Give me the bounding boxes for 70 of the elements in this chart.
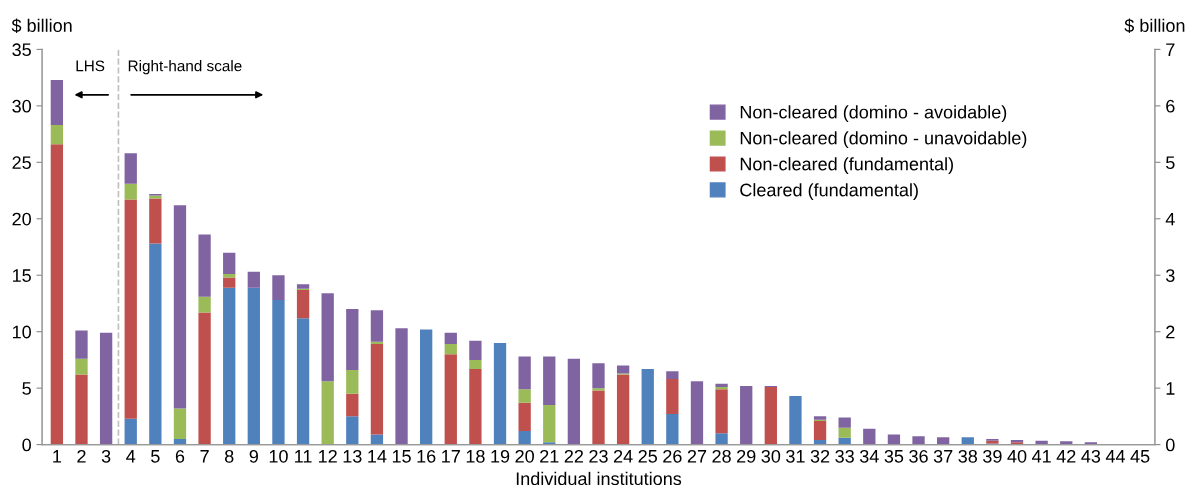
x-tick-label: 30: [761, 449, 781, 463]
x-tick-label: 4: [126, 450, 136, 463]
x-tick-label: 29: [737, 449, 756, 463]
y-tick-label: 20: [12, 212, 31, 226]
y-tick-label: 25: [12, 156, 31, 170]
y2-tick-label: 7: [1166, 43, 1175, 56]
legend-label: Non-cleared (domino - unavoidable): [740, 131, 1027, 149]
x-tick-label: 41: [1032, 450, 1051, 463]
x-tick-label: 5: [151, 450, 160, 463]
y2-tick-label: 0: [1166, 438, 1175, 452]
x-tick-label: 27: [687, 449, 707, 463]
y2-tick-label: 3: [1165, 269, 1175, 282]
y-tick-label: 5: [22, 382, 31, 395]
y-tick-label: 35: [12, 43, 31, 57]
x-tick-label: 1: [53, 450, 62, 463]
x-tick-label: 20: [515, 449, 534, 463]
x-tick-label: 12: [319, 449, 337, 463]
y-tick-label: 10: [12, 325, 31, 339]
x-tick-label: 8: [224, 449, 234, 463]
x-tick-label: 36: [909, 449, 928, 463]
annotation: Right-hand scale: [128, 60, 242, 75]
x-tick-label: 14: [368, 450, 387, 463]
x-tick-label: 34: [859, 449, 879, 463]
x-tick-label: 28: [712, 449, 731, 463]
x-tick-label: 17: [442, 450, 460, 463]
annotation: LHS: [76, 60, 105, 72]
x-tick-label: 22: [564, 449, 584, 463]
x-tick-label: 39: [983, 449, 1002, 463]
x-tick-label: 32: [810, 449, 830, 463]
x-tick-label: 2: [77, 449, 86, 463]
legend-label: Non-cleared (domino - avoidable): [740, 105, 1007, 123]
y2-tick-label: 1: [1166, 382, 1175, 395]
x-tick-label: 37: [933, 449, 953, 463]
x-tick-label: 33: [835, 449, 854, 463]
x-axis-title: Individual institutions: [516, 471, 682, 486]
y2-tick-label: 6: [1166, 99, 1175, 113]
x-tick-label: 26: [663, 449, 682, 463]
x-tick-label: 9: [249, 449, 258, 463]
x-tick-label: 38: [958, 449, 978, 463]
x-tick-label: 15: [392, 450, 411, 463]
x-tick-label: 31: [786, 449, 805, 463]
legend-label: Cleared (fundamental): [740, 183, 918, 200]
y-axis-title: $ billion: [11, 18, 72, 34]
y-tick-label: 30: [12, 99, 31, 113]
x-tick-label: 3: [101, 449, 111, 463]
y2-tick-label: 5: [1166, 156, 1175, 170]
x-tick-label: 7: [200, 450, 209, 463]
x-tick-label: 24: [613, 449, 633, 463]
x-tick-label: 42: [1056, 449, 1076, 463]
x-tick-label: 11: [295, 450, 312, 463]
x-tick-label: 43: [1081, 449, 1101, 463]
y2-tick-label: 2: [1166, 325, 1175, 339]
x-tick-label: 18: [466, 449, 485, 463]
x-tick-label: 10: [269, 449, 288, 463]
x-tick-label: 35: [884, 449, 904, 463]
y2-axis-title: $ billion: [1124, 18, 1185, 34]
x-tick-label: 13: [343, 449, 362, 463]
x-tick-label: 16: [417, 449, 436, 463]
x-tick-label: 6: [175, 449, 185, 463]
x-tick-label: 44: [1105, 450, 1125, 463]
x-tick-label: 25: [638, 449, 658, 463]
x-tick-label: 40: [1007, 449, 1027, 463]
x-tick-label: 23: [589, 449, 608, 463]
legend-label: Non-cleared (fundamental): [740, 157, 953, 174]
x-tick-label: 45: [1130, 450, 1150, 463]
x-tick-label: 19: [491, 449, 510, 463]
y-tick-label: 15: [12, 269, 31, 282]
y2-tick-label: 4: [1165, 212, 1175, 226]
x-tick-label: 21: [540, 449, 559, 463]
y-tick-label: 0: [22, 438, 31, 452]
